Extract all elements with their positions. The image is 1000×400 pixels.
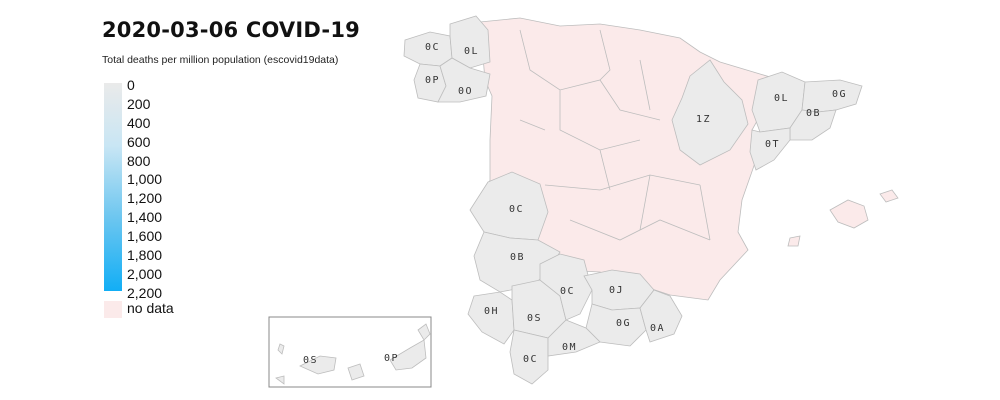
province-label: 0P (425, 75, 440, 86)
province-label: 1Z (696, 114, 711, 125)
balearic-island-menorca (879, 189, 899, 203)
canary-island-el-hierro (275, 375, 285, 385)
province-huelva (467, 291, 515, 345)
legend-tick: 1,200 (127, 190, 163, 207)
balearic-island-ibiza (787, 235, 801, 247)
province-label: 0C (560, 286, 575, 297)
province-label: 0A (650, 323, 665, 334)
legend-tick: 200 (127, 95, 151, 112)
canary-island-gran-canaria (347, 363, 365, 381)
canary-island-la-palma (277, 343, 285, 355)
province-lugo (449, 15, 491, 69)
province-label: 0L (464, 46, 479, 57)
province-zaragoza (671, 59, 749, 166)
province-ourense (437, 57, 491, 103)
legend-tick: 1,400 (127, 209, 163, 226)
legend-tick: 800 (127, 152, 151, 169)
province-tarragona (749, 127, 791, 171)
legend-tick: 1,600 (127, 228, 163, 245)
legend-color-scale (104, 83, 122, 291)
map-title: 2020-03-06 COVID-19 (102, 18, 360, 42)
province-label: 0L (774, 93, 789, 104)
province-label: 0S (527, 313, 542, 324)
province-label: 0B (510, 252, 525, 263)
map-subtitle: Total deaths per million population (esc… (102, 54, 339, 66)
province-label: 0G (616, 318, 631, 329)
province-label: 0T (765, 139, 780, 150)
province-label: 0M (562, 342, 577, 353)
province-cordoba (539, 253, 593, 321)
province-malaga (547, 319, 601, 357)
province-label: 0G (832, 89, 847, 100)
legend-tick: 600 (127, 133, 151, 150)
province-las-palmas (389, 339, 427, 371)
province-almeria (639, 289, 683, 343)
legend-tick-labels: 0 200 400 600 800 1,000 1,200 1,400 1,60… (127, 76, 207, 303)
province-label: 0C (425, 42, 440, 53)
legend-tick: 2,000 (127, 265, 163, 282)
province-label: 0C (509, 204, 524, 215)
canary-islands-inset-frame (268, 316, 432, 388)
legend-tick: 400 (127, 114, 151, 131)
map-province-borders (519, 29, 711, 241)
legend-tick: 2,200 (127, 284, 163, 301)
balearic-island-mallorca (829, 199, 869, 229)
province-label: 0S (303, 355, 318, 366)
province-label: 0H (484, 306, 499, 317)
legend-no-data-label: no data (127, 300, 174, 316)
canary-island-fuerteventura (417, 323, 431, 341)
province-label: 0J (609, 285, 624, 296)
legend-tick: 0 (127, 77, 135, 93)
legend-tick: 1,800 (127, 247, 163, 264)
legend-no-data-swatch (104, 301, 122, 318)
province-label: 0C (523, 354, 538, 365)
province-label: 0P (384, 353, 399, 364)
province-santa-cruz-de-tenerife (299, 355, 337, 375)
province-label: 0B (806, 108, 821, 119)
legend-tick: 1,000 (127, 171, 163, 188)
province-label: 0O (458, 86, 473, 97)
